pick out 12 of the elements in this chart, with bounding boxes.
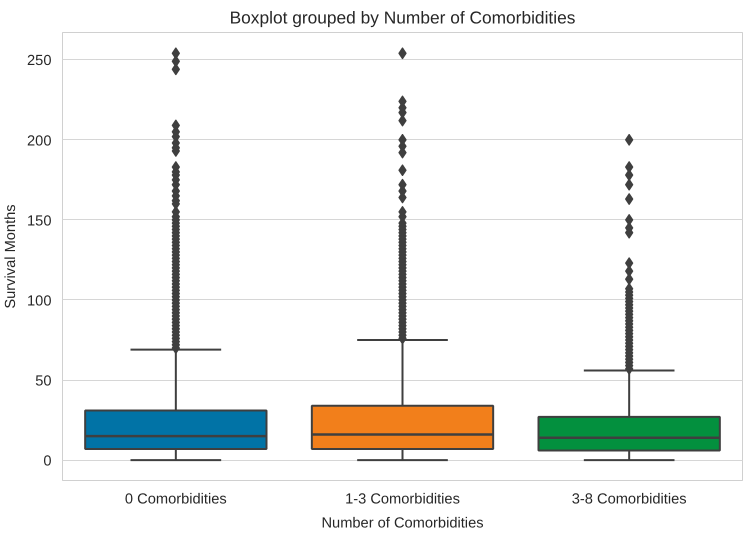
x-axis-title: Number of Comorbidities <box>321 516 484 532</box>
x-tick-label: 3-8 Comorbidities <box>572 492 687 508</box>
x-tick-label: 0 Comorbidities <box>124 492 227 508</box>
y-tick-label: 50 <box>35 374 52 390</box>
y-tick-label: 0 <box>43 454 52 470</box>
chart-title: Boxplot grouped by Number of Comorbidities <box>230 8 576 28</box>
y-tick-label: 250 <box>27 53 52 70</box>
y-tick-label: 150 <box>27 213 52 230</box>
x-tick-label: 1-3 Comorbidities <box>345 492 460 508</box>
y-tick-label: 200 <box>27 133 52 150</box>
y-axis-title: Survival Months <box>3 204 20 309</box>
y-tick-label: 100 <box>27 293 52 310</box>
